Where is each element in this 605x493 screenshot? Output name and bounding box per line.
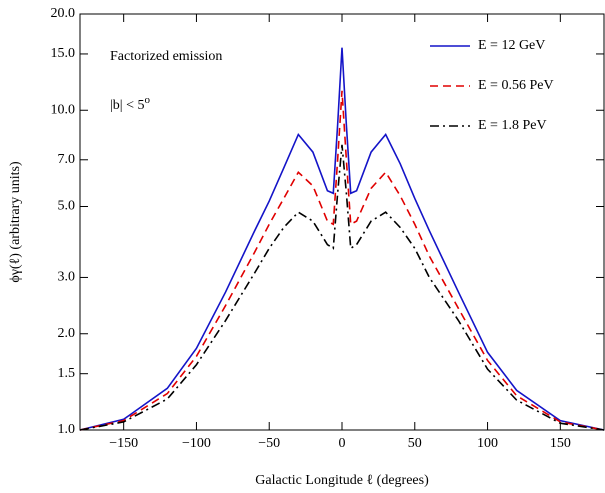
y-tick-label: 15.0 — [51, 46, 76, 61]
x-tick-label: 0 — [339, 436, 346, 451]
y-tick-label: 1.0 — [58, 422, 76, 437]
x-tick-label: 50 — [408, 436, 422, 451]
annotation: |b| < 5o — [110, 94, 151, 114]
annotation-sup: o — [145, 94, 151, 106]
y-tick-label: 1.5 — [58, 366, 76, 381]
series-line — [79, 90, 605, 431]
legend-label: E = 1.8 PeV — [478, 118, 547, 133]
legend-label: E = 12 GeV — [478, 38, 545, 53]
x-tick-label: 150 — [550, 436, 571, 451]
y-tick-label: 2.0 — [58, 326, 76, 341]
x-tick-label: 100 — [477, 436, 498, 451]
series-line — [79, 144, 605, 431]
x-tick-label: −150 — [109, 436, 138, 451]
y-tick-label: 5.0 — [58, 199, 76, 214]
x-tick-label: −50 — [258, 436, 280, 451]
annotation-text: |b| < 5 — [110, 98, 145, 113]
y-tick-label: 20.0 — [51, 6, 76, 21]
y-tick-label: 10.0 — [51, 102, 76, 117]
y-tick-label: 7.0 — [58, 152, 76, 167]
y-axis-label: ϕγ(ℓ) (arbitrary units) — [8, 161, 23, 283]
x-tick-label: −100 — [182, 436, 211, 451]
y-tick-label: 3.0 — [58, 270, 76, 285]
plot-frame — [79, 13, 605, 431]
x-axis-label: Galactic Longitude ℓ (degrees) — [255, 473, 429, 488]
annotation: Factorized emission — [110, 49, 222, 64]
legend-label: E = 0.56 PeV — [478, 78, 554, 93]
series-line — [79, 47, 605, 431]
